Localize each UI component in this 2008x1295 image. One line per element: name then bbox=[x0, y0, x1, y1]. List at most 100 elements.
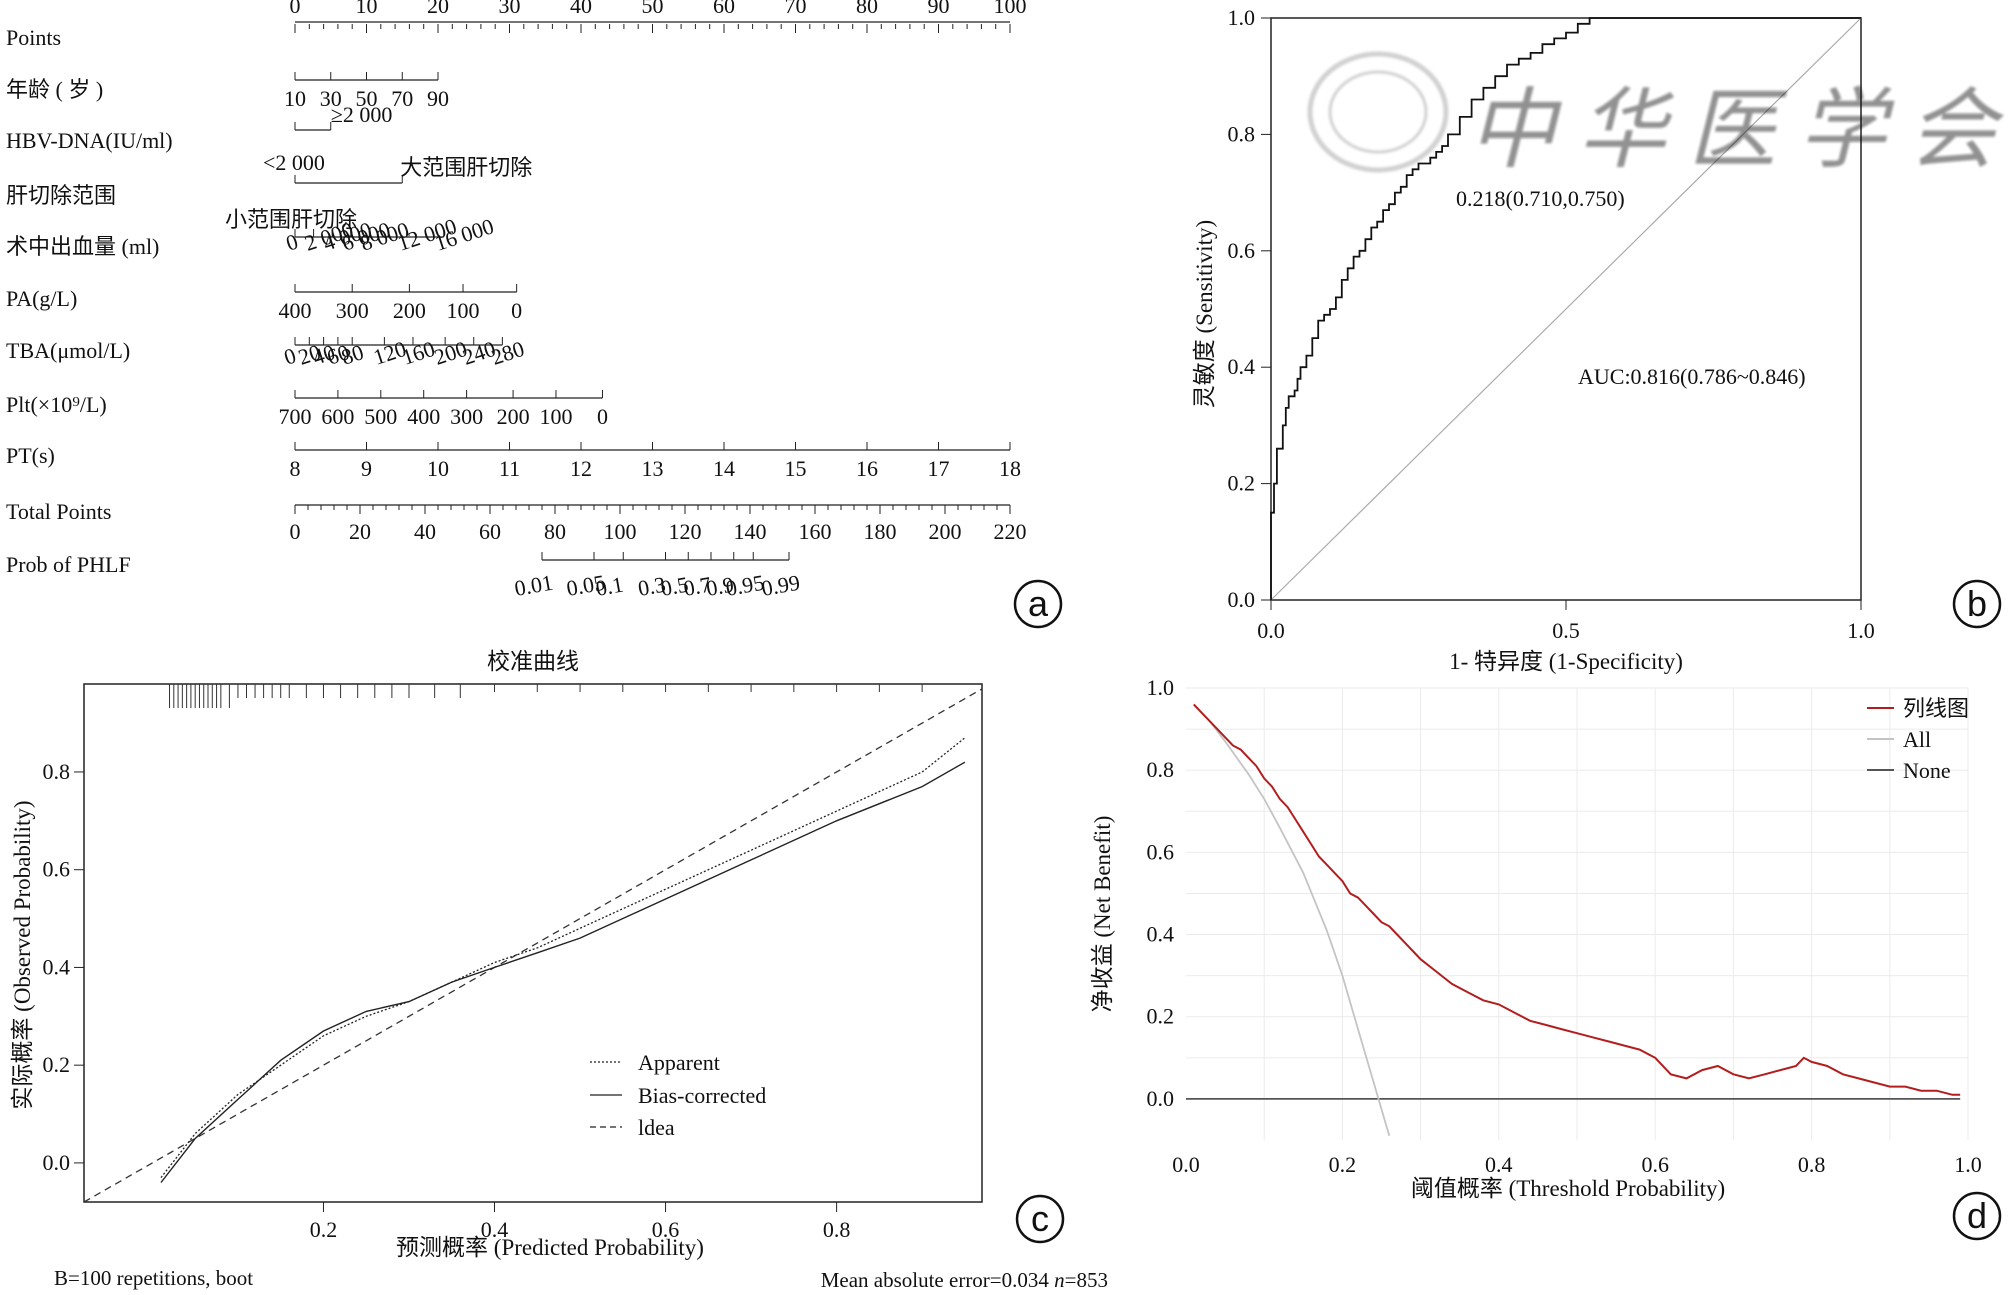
roc-x-tick-label: 1.0 bbox=[1847, 618, 1875, 643]
dca-legend-label: 列线图 bbox=[1903, 696, 1969, 721]
nomogram-tick-label: ≥2 000 bbox=[331, 102, 393, 127]
nomogram-tick-label: 0.95 bbox=[724, 570, 766, 601]
nomogram-tick-label: 600 bbox=[321, 404, 354, 429]
nomogram-tick-label: 160 bbox=[399, 336, 438, 370]
nomogram-row: Points 0 10 20 30 40 50 60 70 80 90 100 bbox=[6, 0, 1027, 50]
nomogram-row: 年龄 ( 岁 ) 10 30 50 70 90 bbox=[6, 72, 449, 111]
dca-legend-label: None bbox=[1903, 758, 1951, 783]
calibration-footer-left: B=100 repetitions, boot bbox=[54, 1266, 253, 1290]
calibration-footer-right: Mean absolute error=0.034 n=853 bbox=[821, 1268, 1108, 1292]
dca-panel: 0.0 0.2 0.4 0.6 0.8 1.0 0.0 0.2 0.4 0.6 0.8 1.0 阈值概率… bbox=[1090, 675, 1982, 1201]
nomogram-tick-label: 400 bbox=[279, 298, 312, 323]
nomogram-row-label: 肝切除范围 bbox=[6, 183, 116, 208]
roc-x-tick-label: 0.5 bbox=[1552, 618, 1580, 643]
calibration-plot-frame bbox=[83, 683, 983, 1203]
nomogram-tick-label: 40 bbox=[414, 519, 436, 544]
calibration-y-tick-label: 0.8 bbox=[43, 759, 71, 784]
dca-y-axis-label: 净收益 (Net Benefit) bbox=[1090, 816, 1115, 1013]
calibration-legend-label: Apparent bbox=[638, 1050, 720, 1075]
nomogram-tick-label: 90 bbox=[427, 86, 449, 111]
nomogram-tick-label: 70 bbox=[391, 86, 413, 111]
nomogram-row: HBV-DNA(IU/ml) <2 000≥2 000 bbox=[6, 102, 392, 175]
nomogram-tick-label: 18 bbox=[999, 456, 1021, 481]
nomogram-tick-label: 0.7 bbox=[682, 572, 713, 601]
nomogram-tick-label: 30 bbox=[499, 0, 521, 18]
panel-letter-badge: a bbox=[1013, 579, 1063, 629]
roc-y-axis-label: 灵敏度 (Sensitivity) bbox=[1192, 220, 1217, 408]
nomogram-tick-label: 60 bbox=[479, 519, 501, 544]
nomogram-tick-label: 小范围肝切除 bbox=[225, 207, 357, 232]
nomogram-row-label: PT(s) bbox=[6, 443, 55, 468]
nomogram-row-label: HBV-DNA(IU/ml) bbox=[6, 128, 173, 153]
nomogram-row-label: TBA(μmol/L) bbox=[6, 338, 130, 363]
nomogram-tick-label: 100 bbox=[539, 404, 572, 429]
nomogram-tick-label: 140 bbox=[734, 519, 767, 544]
nomogram-tick-label: 700 bbox=[279, 404, 312, 429]
calibration-y-tick-label: 0.4 bbox=[43, 954, 71, 979]
nomogram-tick-label: 120 bbox=[669, 519, 702, 544]
nomogram-tick-label: 100 bbox=[604, 519, 637, 544]
nomogram-tick-label: 50 bbox=[642, 0, 664, 18]
calibration-n-label: n bbox=[1054, 1268, 1065, 1292]
dca-x-tick-label: 1.0 bbox=[1954, 1152, 1982, 1177]
calibration-legend-label: Bias-corrected bbox=[638, 1083, 766, 1108]
roc-y-tick-label: 0.6 bbox=[1228, 238, 1256, 263]
nomogram-row: Plt(×10⁹/L) 700 600 500 400 300 200 100 0 bbox=[6, 390, 608, 429]
roc-cutoff-annotation: 0.218(0.710,0.750) bbox=[1456, 186, 1625, 211]
watermark-logo: 中华医学会 bbox=[1307, 51, 2008, 180]
roc-y-tick-label: 0.4 bbox=[1228, 354, 1256, 379]
dca-x-axis-label: 阈值概率 (Threshold Probability) bbox=[1411, 1176, 1725, 1201]
calibration-panel: 校准曲线 0.0 0.2 0.4 0.6 0.8 0.2 0.4 0.6 0.8 预测概率 (Pre… bbox=[10, 649, 1108, 1292]
nomogram-tick-label: 16 bbox=[856, 456, 878, 481]
calibration-title: 校准曲线 bbox=[487, 649, 579, 674]
watermark-seal-inner bbox=[1328, 70, 1428, 154]
panel-letter-badge: b bbox=[1952, 579, 2002, 629]
nomogram-tick-label: 17 bbox=[928, 456, 950, 481]
calibration-bias-corrected-line bbox=[160, 761, 966, 1183]
nomogram-tick-label: 大范围肝切除 bbox=[400, 155, 532, 180]
dca-x-tick-label: 0.6 bbox=[1641, 1152, 1669, 1177]
dca-nomogram-line bbox=[1193, 703, 1961, 1096]
calibration-y-axis-label: 实际概率 (Observed Probability) bbox=[10, 800, 35, 1109]
dca-y-tick-label: 0.4 bbox=[1147, 922, 1175, 947]
panel-letters: a b c d bbox=[1013, 579, 2002, 1244]
nomogram-tick-label: 0.3 bbox=[636, 572, 667, 601]
roc-panel: 0.0 0.2 0.4 0.6 0.8 1.0 0.0 0.5 1.0 1- 特异度 (1-Spe… bbox=[1192, 5, 2008, 674]
calibration-y-tick-label: 0.6 bbox=[43, 857, 71, 882]
nomogram-tick-label: 280 bbox=[488, 336, 527, 370]
panel-letter-circle bbox=[1952, 1191, 2002, 1241]
nomogram-tick-label: 100 bbox=[994, 0, 1027, 18]
panel-letter-circle bbox=[1015, 1194, 1065, 1244]
nomogram-tick-label: 10 bbox=[427, 456, 449, 481]
calibration-y-tick-label: 0.2 bbox=[43, 1052, 71, 1077]
panel-letter: c bbox=[1031, 1198, 1049, 1239]
calibration-x-tick-label: 0.8 bbox=[823, 1217, 851, 1242]
nomogram-tick-label: 0 bbox=[290, 0, 301, 18]
dca-y-tick-label: 0.8 bbox=[1147, 757, 1175, 782]
watermark-text: 中华医学会 bbox=[1468, 83, 2008, 180]
nomogram-tick-label: 200 bbox=[393, 298, 426, 323]
nomogram-tick-label: 500 bbox=[364, 404, 397, 429]
calibration-mae-text: Mean absolute error=0.034 bbox=[821, 1268, 1054, 1292]
nomogram-tick-label: 20 bbox=[427, 0, 449, 18]
calibration-apparent-line bbox=[160, 737, 966, 1178]
nomogram-tick-label: 12 bbox=[570, 456, 592, 481]
roc-auc-annotation: AUC:0.816(0.786~0.846) bbox=[1578, 364, 1806, 389]
nomogram-row-label: 术中出血量 (ml) bbox=[6, 234, 159, 259]
nomogram-tick-label: 10 bbox=[284, 86, 306, 111]
nomogram-tick-label: 11 bbox=[499, 456, 520, 481]
dca-x-tick-label: 0.4 bbox=[1485, 1152, 1513, 1177]
roc-x-axis-label: 1- 特异度 (1-Specificity) bbox=[1449, 649, 1683, 674]
calibration-x-tick-label: 0.4 bbox=[481, 1217, 509, 1242]
nomogram-tick-label: 100 bbox=[447, 298, 480, 323]
dca-x-tick-label: 0.8 bbox=[1798, 1152, 1826, 1177]
calibration-x-axis-label: 预测概率 (Predicted Probability) bbox=[396, 1235, 704, 1260]
nomogram-row-label: Total Points bbox=[6, 499, 111, 524]
nomogram-tick-label: 14 bbox=[713, 456, 735, 481]
calibration-legend-label: ldea bbox=[638, 1115, 675, 1140]
